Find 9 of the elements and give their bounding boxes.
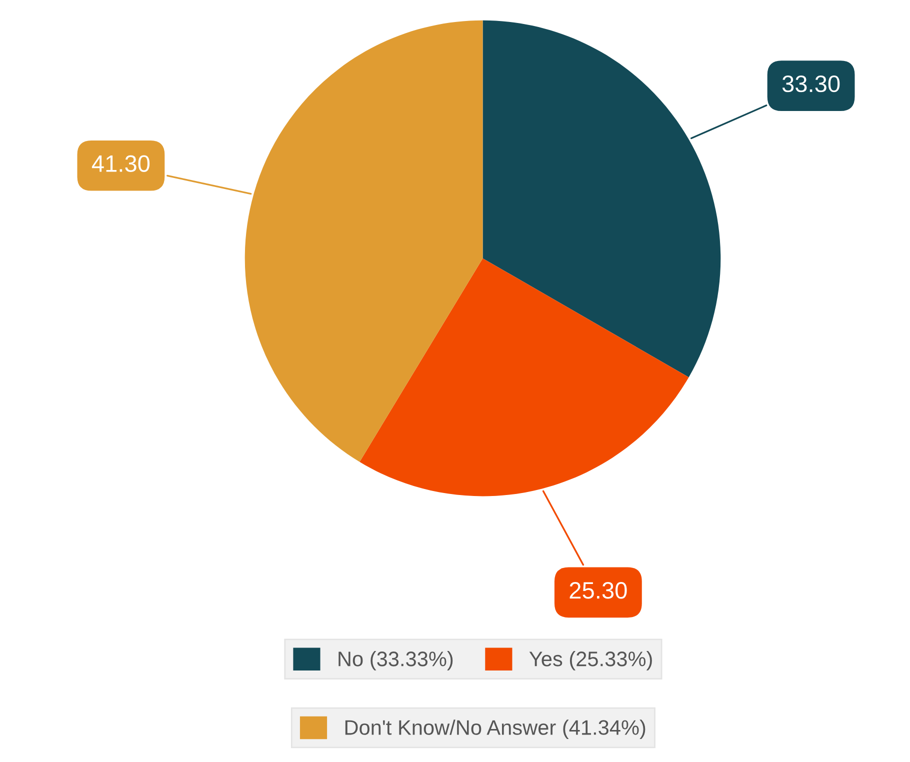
- data-label: 25.30: [570, 582, 627, 599]
- pie-slice: [360, 258, 689, 496]
- legend-label: Don't Know/No Answer (41.34%): [345, 720, 646, 739]
- legend-label: No (33.33%): [338, 651, 453, 670]
- pie-slice: [244, 20, 483, 462]
- data-label: 33.30: [782, 75, 840, 92]
- legend-label: Yes (25.33%): [529, 651, 652, 670]
- pie-slice: [482, 20, 721, 378]
- data-label: 41.30: [92, 155, 150, 172]
